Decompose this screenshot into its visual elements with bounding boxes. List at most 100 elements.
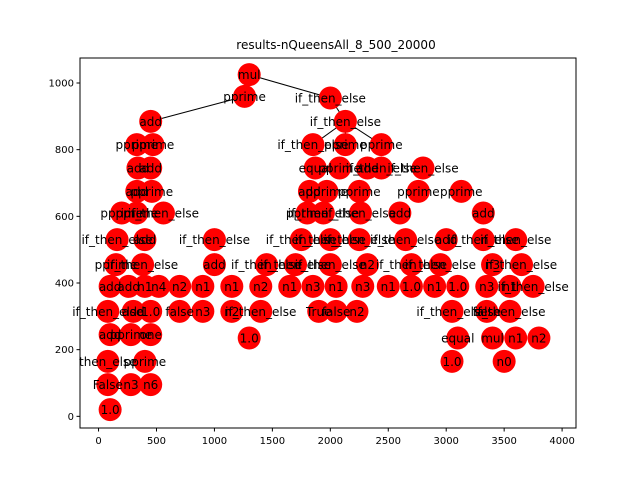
tree-node: [105, 228, 129, 252]
tree-node: [440, 349, 464, 373]
tree-node: [139, 373, 163, 397]
node-label: pprime: [124, 355, 167, 369]
y-tick-label: 200: [55, 345, 74, 356]
tree-node: [481, 253, 505, 277]
tree-node: [324, 299, 348, 323]
node-label: pprime: [132, 138, 175, 152]
tree-edge: [150, 95, 245, 122]
tree-node: [237, 63, 261, 87]
node-label: 1.0: [101, 403, 120, 417]
node-label: n2: [531, 332, 546, 346]
tree-node: [449, 179, 473, 203]
tree-node: [411, 156, 435, 180]
x-tick-label: 3500: [491, 436, 516, 447]
node-label: 1.0: [448, 280, 467, 294]
tree-node: [328, 156, 352, 180]
node-label: n2: [172, 280, 187, 294]
tree-node: [220, 299, 244, 323]
tree-node: [333, 109, 357, 133]
tree-node: [98, 323, 122, 347]
x-axis: 0 500 1000 1500 2000 2500 3000 3500 4000: [95, 428, 575, 447]
node-label: add: [435, 233, 458, 247]
node-label: n3: [355, 280, 370, 294]
node-label: n1: [502, 280, 517, 294]
node-label: pprime: [324, 138, 367, 152]
tree-node: [139, 299, 163, 323]
y-tick-label: 600: [55, 212, 74, 223]
tree-node: [399, 274, 423, 298]
node-label: n2: [224, 305, 239, 319]
y-axis: 0 200 400 600 800 1000: [49, 79, 80, 423]
tree-node: [345, 299, 369, 323]
tree-node: [98, 398, 122, 422]
tree-node: [446, 326, 470, 350]
node-label: n6: [143, 378, 158, 392]
node-label: n1: [224, 280, 239, 294]
tree-node: [104, 253, 128, 277]
tree-node: [333, 133, 357, 157]
y-tick-label: 1000: [49, 79, 74, 90]
tree-node: [139, 156, 163, 180]
x-tick-label: 1500: [260, 436, 285, 447]
node-label: n3: [485, 258, 500, 272]
tree-node: [301, 274, 325, 298]
tree-node: [347, 228, 371, 252]
tree-node: [237, 326, 261, 350]
tree-node: [117, 274, 141, 298]
tree-node: [423, 274, 447, 298]
node-label: if_then_else: [231, 258, 302, 272]
node-label: pprime: [440, 185, 483, 199]
tree-node: [249, 274, 273, 298]
tree-node: [434, 228, 458, 252]
tree-node: [168, 299, 192, 323]
tree-node: [191, 299, 215, 323]
node-label: add: [99, 280, 122, 294]
node-label: 1.0: [240, 332, 259, 346]
tree-node: [119, 373, 143, 397]
node-label: if_then_else: [325, 207, 396, 221]
tree-node: [133, 349, 157, 373]
node-label: if_then_else: [260, 258, 331, 272]
tree-node: [133, 228, 157, 252]
tree-node: [168, 274, 192, 298]
node-label: n2: [360, 258, 375, 272]
node-label: equal: [299, 162, 332, 176]
node-label: false: [472, 305, 501, 319]
tree-node: [125, 201, 149, 225]
tree-node: [96, 373, 120, 397]
node-label: n3: [195, 305, 210, 319]
chart-title: results-nQueensAll_8_500_20000: [236, 38, 435, 52]
tree-node: [151, 201, 175, 225]
node-label: n4: [151, 280, 166, 294]
tree-node: [492, 349, 516, 373]
tree-node: [121, 299, 145, 323]
node-label: add: [134, 233, 157, 247]
tree-node: [475, 299, 499, 323]
node-label: if_then_else: [225, 305, 296, 319]
tree-node: [147, 274, 171, 298]
node-label: pprime: [115, 207, 158, 221]
node-label: then_else: [79, 355, 137, 369]
node-label: False: [93, 378, 123, 392]
node-label: n0: [497, 355, 512, 369]
node-label: n3: [123, 378, 138, 392]
node-label: if_then_else: [295, 233, 366, 247]
node-label: add: [117, 280, 140, 294]
tree-node: [311, 201, 335, 225]
node-label: pprime: [318, 162, 361, 176]
node-label: pprime: [95, 258, 138, 272]
node-label: if_then_else: [277, 138, 348, 152]
node-label: pprime: [223, 90, 266, 104]
tree-node: [406, 179, 430, 203]
node-label: pprime: [338, 185, 381, 199]
tree-node: [284, 253, 308, 277]
node-label: mul: [238, 68, 261, 82]
tree-node: [318, 253, 342, 277]
tree-node: [289, 228, 313, 252]
tree-node: [125, 133, 149, 157]
tree-node: [471, 201, 495, 225]
tree-node: [141, 133, 165, 157]
node-label: True: [305, 305, 332, 319]
tree-node: [471, 228, 495, 252]
